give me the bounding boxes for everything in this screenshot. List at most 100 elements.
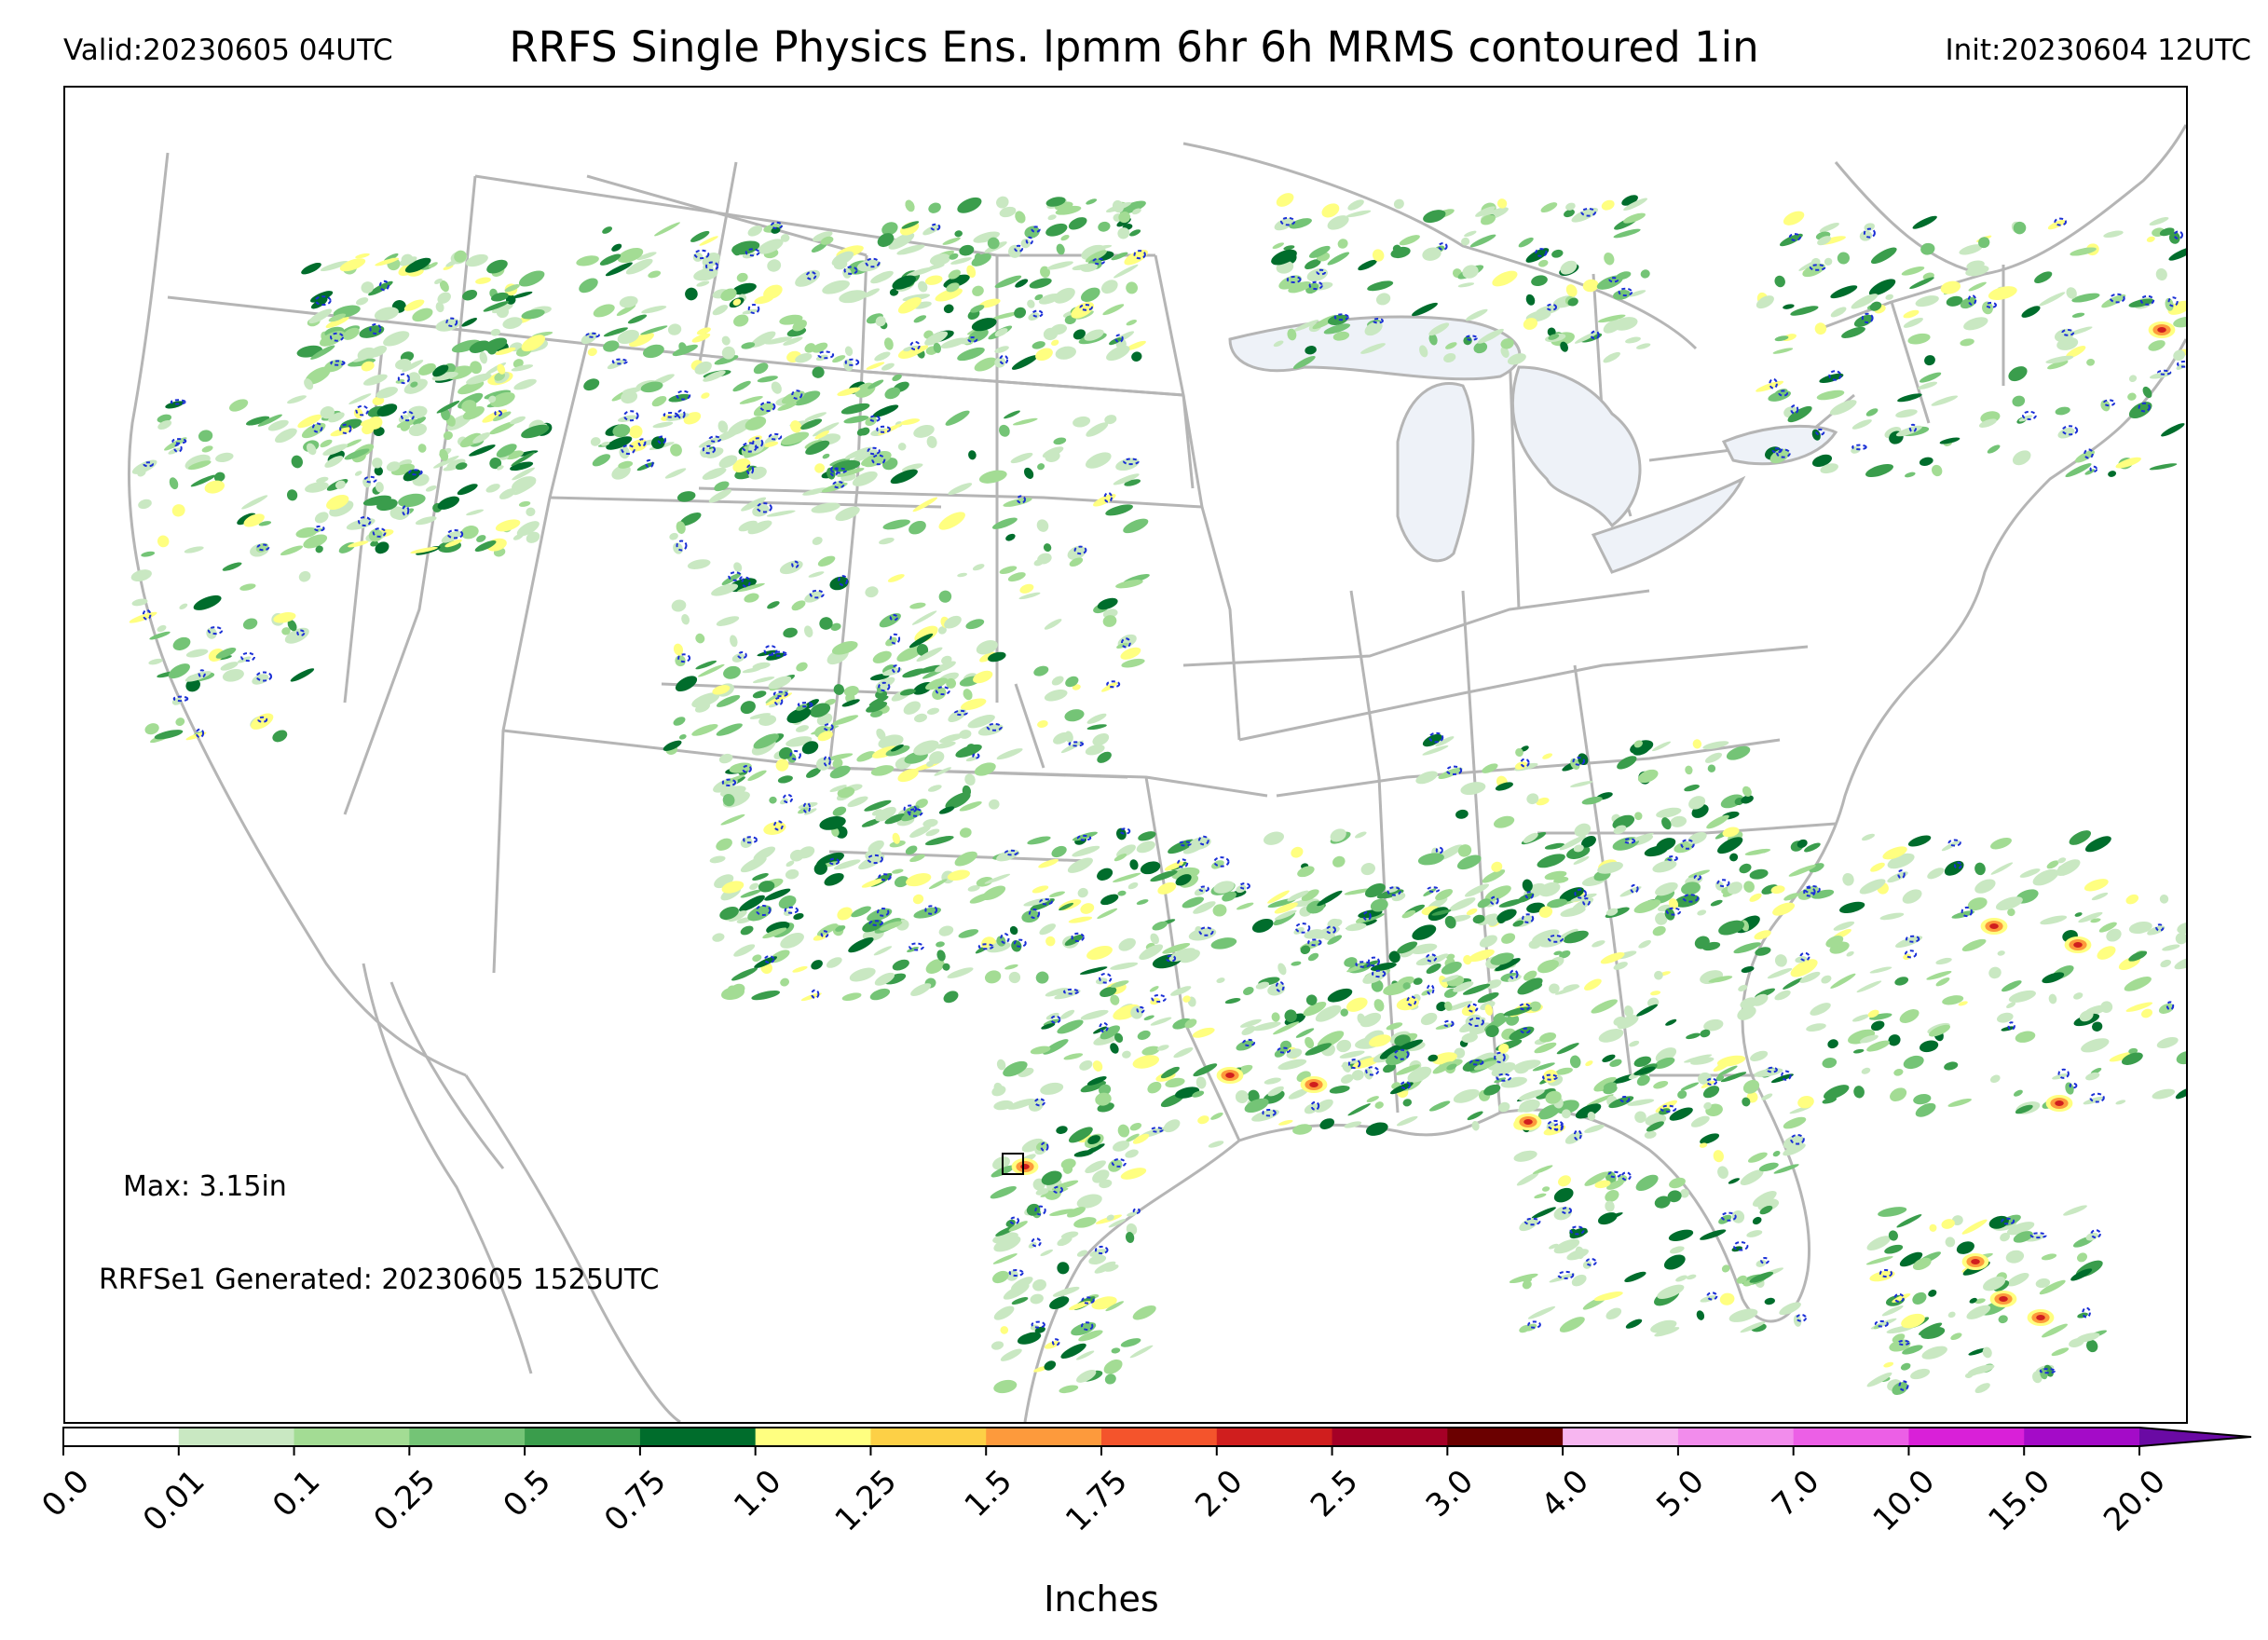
precip-cell [1522,879,1533,892]
precip-cell [1756,1259,1767,1267]
precip-cell [286,489,298,501]
precip-cell [1963,317,1988,331]
precip-cell [272,730,288,743]
precip-cell [753,402,774,417]
precip-cell [1116,827,1127,840]
precip-cell [1252,1021,1281,1032]
precip-cell [466,373,492,385]
precip-cell [1344,957,1358,967]
precip-cell [861,818,881,827]
precip-cell [1224,998,1241,1004]
precip-cell [1888,1230,1898,1241]
precip-cell [1036,519,1049,532]
precip-cell [1038,293,1060,305]
mrms-contour [171,438,187,444]
precip-cell [1379,1043,1406,1059]
precip-cell [417,444,427,453]
precip-cell [1865,408,1879,417]
mrms-contour [1582,897,1591,907]
mrms-contour [1132,1208,1141,1214]
precip-cell [491,308,500,314]
precip-cell [938,590,952,603]
precip-cell [1139,944,1164,961]
precip-cell [864,800,892,812]
precip-cell [1668,1229,1694,1241]
precip-cell [1646,1121,1664,1132]
precip-cell [1742,786,1752,798]
precip-cell [1703,1101,1712,1110]
precip-cell [913,907,942,919]
precip-cell [1721,1264,1730,1273]
precip-cell [455,462,468,471]
precip-cell [1586,1094,1614,1107]
precip-cell [2106,928,2122,942]
generated-time-label: RRFSe1 Generated: 20230605 1525UTC [99,1264,660,1296]
precip-cell [1073,1150,1094,1157]
mrms-contour [257,716,268,723]
mrms-contour [313,526,325,532]
precip-cell [1584,1171,1608,1186]
precip-cell [1477,991,1499,1004]
precip-cell [2085,1072,2100,1081]
precip-cell [730,635,738,648]
precip-cell [2081,1038,2110,1053]
precip-cell [1079,1059,1093,1071]
precip-cell [1100,894,1119,906]
precip-cell [403,469,421,482]
colorbar-cell [1908,1428,2025,1446]
precip-cell [1806,1023,1826,1032]
precip-cell [2013,221,2027,235]
mrms-contour [1393,1048,1410,1060]
precip-cell [1684,784,1700,792]
precip-cell [1613,290,1631,300]
precip-cell [650,436,665,449]
precip-cell [328,412,345,423]
precip-cell [1982,301,1993,315]
precip-cell [1495,958,1521,972]
mrms-contour [1580,208,1596,217]
precip-cell [2174,957,2186,970]
precip-cell [1517,977,1543,995]
precip-cell [1702,741,1729,750]
precip-cell [1728,1308,1758,1322]
precip-cell [796,662,808,672]
precip-cell [1523,1323,1537,1332]
precip-cell [780,977,790,987]
mrms-contour [1213,856,1230,868]
precip-cell [752,872,769,882]
colorbar-tick-label: 1.5 [958,1463,1020,1525]
precip-cell [1110,994,1120,1005]
precip-cell [1517,1104,1535,1113]
mrms-contour [2155,923,2165,932]
precip-cell [1570,893,1597,902]
precip-cell [731,653,745,663]
precip-cell [833,684,844,695]
precip-cell [1592,940,1605,948]
precip-cell [805,440,830,456]
precip-cell [617,329,639,345]
precip-cell [1566,845,1591,859]
mrms-contour [1280,216,1296,226]
precip-cell [1774,335,1789,342]
precip-cell [322,444,348,456]
precip-cell [1086,724,1107,731]
precip-cell [1742,1097,1751,1107]
precip-cell [973,670,993,684]
precip-cell [618,460,634,469]
precip-cell [443,430,453,441]
precip-cell [1571,207,1598,223]
mrms-contour [1804,885,1821,895]
colorbar-tick-label: 2.5 [1304,1463,1366,1525]
mrms-contour [296,629,306,636]
precip-cell [2034,271,2053,283]
precip-cell [1007,572,1026,582]
precip-cell [1438,767,1463,779]
precip-cell [811,960,823,970]
precip-cell [716,723,743,736]
mrms-contour [1861,312,1874,324]
precip-cell [1014,307,1027,319]
mrms-contour [747,304,760,314]
precip-cell [1692,739,1702,749]
precip-cell [959,827,972,838]
precip-cell [1086,946,1113,960]
